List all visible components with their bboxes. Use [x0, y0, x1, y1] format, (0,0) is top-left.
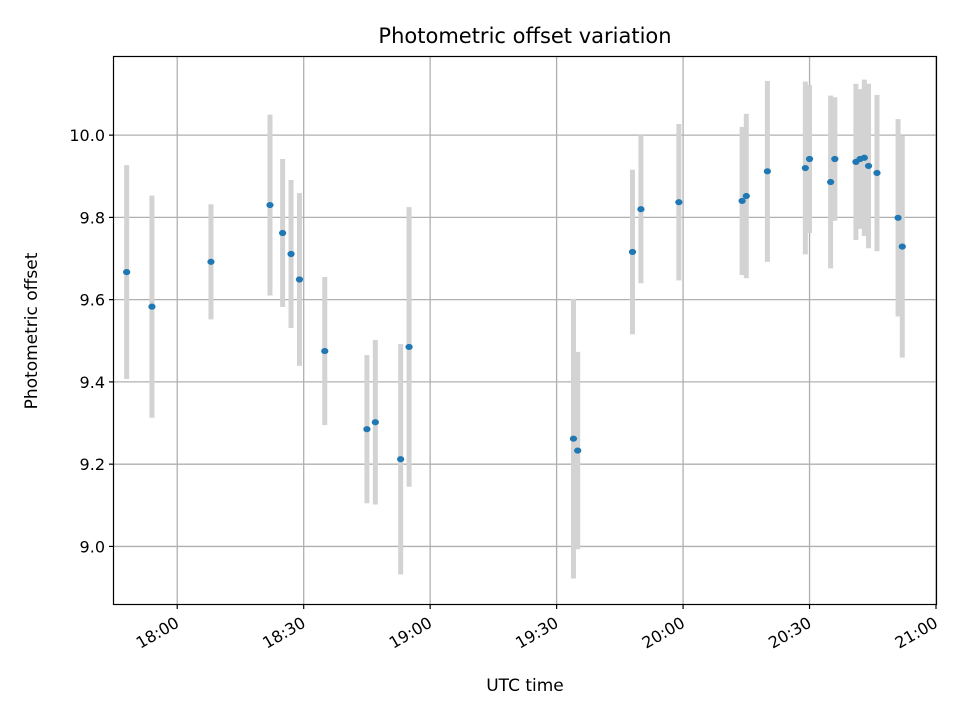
data-point — [628, 248, 637, 256]
y-tick-label: 9.6 — [80, 291, 105, 310]
y-tick-label: 9.2 — [80, 455, 105, 474]
y-tick-label: 9.8 — [80, 208, 105, 227]
data-point — [569, 435, 578, 442]
data-point — [873, 169, 881, 177]
data-point — [397, 456, 405, 463]
x-tick-label: 18:00 — [133, 613, 182, 653]
data-point — [637, 206, 645, 213]
y-axis-label: Photometric offset — [22, 252, 42, 409]
data-point — [295, 276, 304, 283]
data-point — [405, 343, 413, 351]
data-point — [827, 178, 835, 186]
data-point — [363, 426, 371, 433]
data-point — [321, 347, 329, 355]
x-tick-label: 19:30 — [512, 613, 561, 653]
data-point — [207, 258, 215, 265]
x-axis-label: UTC time — [486, 676, 564, 696]
y-tick-label: 9.0 — [80, 537, 105, 556]
x-tick-label: 20:00 — [639, 613, 688, 653]
y-tick-label: 9.4 — [80, 373, 105, 392]
data-point — [898, 243, 906, 250]
chart-title: Photometric offset variation — [378, 24, 671, 48]
x-tick-label: 21:00 — [892, 613, 941, 653]
data-point — [148, 303, 156, 310]
data-point-layer — [123, 154, 906, 463]
data-point — [894, 214, 902, 221]
data-point — [763, 168, 771, 175]
data-point — [266, 201, 274, 209]
errorbar-layer — [124, 79, 905, 579]
data-point — [287, 250, 295, 258]
data-point — [675, 199, 683, 206]
x-tick-label: 19:00 — [386, 613, 435, 653]
y-tick-label: 10.0 — [69, 126, 105, 145]
data-point — [574, 447, 582, 454]
plot-frame — [112, 55, 938, 606]
data-point — [831, 155, 839, 163]
data-point — [279, 229, 287, 237]
data-point — [742, 192, 750, 200]
x-tick-label: 20:30 — [765, 613, 814, 653]
grid-layer — [114, 57, 937, 604]
data-point — [864, 162, 873, 170]
data-point — [801, 164, 809, 172]
x-tick-label: 18:30 — [259, 613, 308, 653]
data-point — [123, 268, 131, 276]
data-point — [371, 419, 379, 426]
data-point — [805, 155, 814, 163]
data-point — [860, 154, 868, 161]
data-point — [738, 197, 746, 205]
